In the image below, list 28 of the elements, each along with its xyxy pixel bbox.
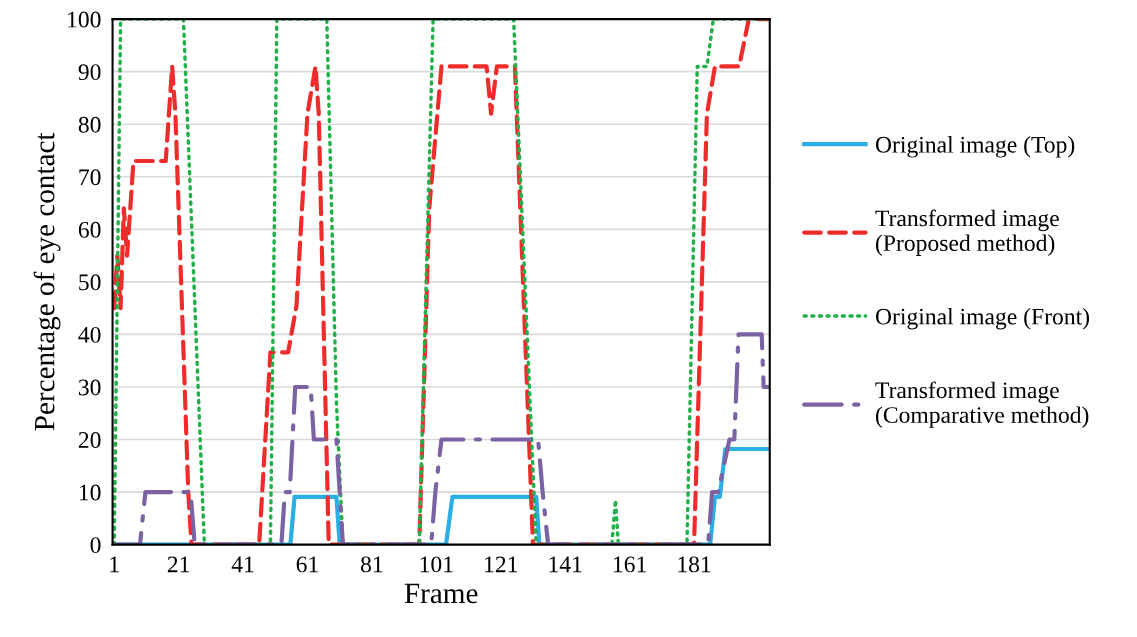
x-tick-label: 181 <box>678 556 711 573</box>
y-tick-label: 10 <box>79 484 101 501</box>
legend-label: Original image (Front) <box>875 307 1090 330</box>
x-tick-label: 81 <box>360 556 383 573</box>
line-series <box>112 19 770 545</box>
y-tick-label: 40 <box>78 326 101 343</box>
y-tick-label: 50 <box>79 274 101 291</box>
y-tick-label: 90 <box>78 64 101 81</box>
x-tick-label: 41 <box>231 556 254 573</box>
y-tick-label: 20 <box>78 432 101 448</box>
y-tick-label: 60 <box>78 221 101 238</box>
x-axis-title: Frame <box>404 583 478 604</box>
legend-label: Transformed image (Proposed method) <box>875 209 1059 256</box>
x-tick-label: 141 <box>549 556 582 573</box>
y-tick-label: 100 <box>68 11 101 28</box>
x-tick-label: 1 <box>110 556 119 573</box>
x-tick-label: 21 <box>167 556 189 573</box>
y-tick-label: 0 <box>90 537 101 554</box>
x-tick-label: 161 <box>613 556 646 573</box>
x-tick-label: 61 <box>296 556 318 573</box>
legend-label: Original image (Top) <box>875 136 1075 158</box>
x-tick-label: 121 <box>485 556 518 573</box>
y-tick-label: 80 <box>78 116 101 133</box>
y-tick-label: 70 <box>79 169 101 186</box>
y-tick-label: 30 <box>78 379 101 396</box>
y-axis-title: Percentage of eye contact <box>33 132 61 431</box>
x-tick-label: 101 <box>420 556 453 573</box>
legend-label: Transformed image (Comparative method) <box>875 381 1089 428</box>
